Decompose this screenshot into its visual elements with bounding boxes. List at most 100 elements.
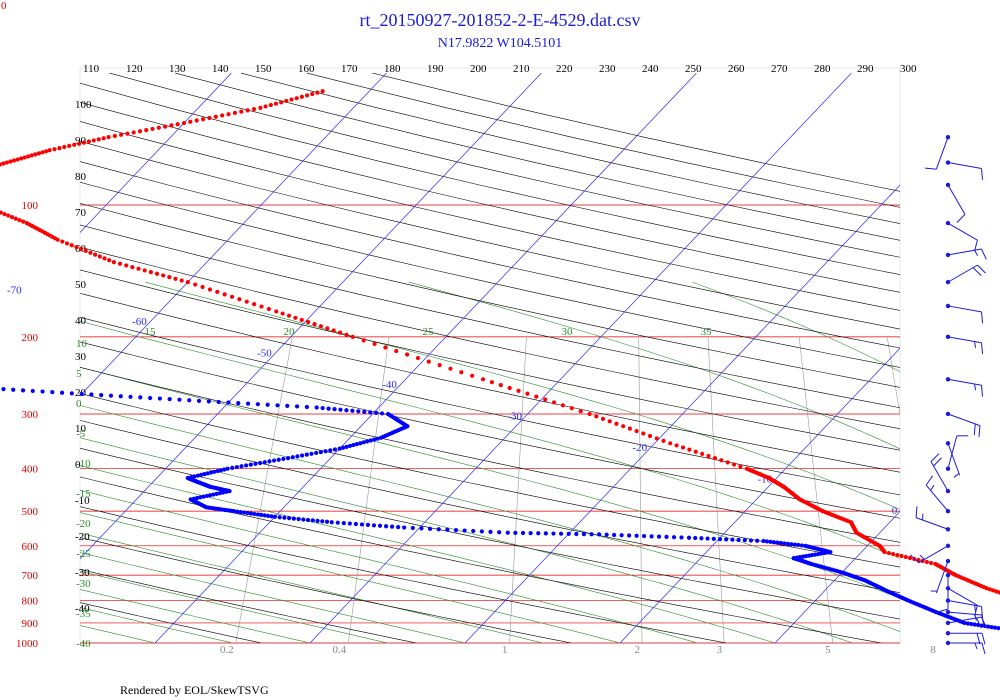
temperature-point	[188, 119, 193, 124]
temperature-point	[594, 414, 599, 419]
temperature-point	[15, 157, 20, 162]
wind-barb	[945, 182, 966, 223]
moist-adiabat-left-label: 5	[76, 368, 82, 380]
dewpoint-point	[359, 522, 365, 527]
temperature-point	[274, 309, 279, 314]
theta-left-label: 0	[75, 459, 81, 471]
temperature-point	[181, 120, 187, 126]
dewpoint-point	[764, 539, 769, 544]
theta-top-label: 280	[814, 63, 831, 75]
temperature-point	[245, 108, 250, 113]
temperature-point	[299, 94, 304, 99]
dry-adiabat-line	[306, 72, 900, 208]
theta-top-label: 250	[685, 63, 702, 75]
temperature-point	[2, 211, 7, 217]
temperature-point	[306, 319, 311, 325]
dewpoint-point	[699, 536, 704, 541]
temperature-point	[415, 355, 421, 361]
theta-left-label: 40	[75, 315, 87, 327]
temperature-point	[119, 132, 124, 137]
wind-barb-flag	[980, 168, 984, 180]
temperature-point	[331, 328, 336, 333]
theta-left-label: 90	[75, 135, 87, 147]
wind-barb-flag	[980, 385, 984, 397]
dewpoint-point	[252, 511, 257, 517]
moist-adiabat-left-label: -25	[76, 548, 91, 560]
temperature-point	[251, 106, 257, 112]
dewpoint-point	[314, 450, 319, 456]
temperature-point	[200, 117, 206, 122]
dry-adiabat-line	[80, 366, 900, 543]
temperature-point	[6, 213, 11, 218]
dewpoint-point	[226, 400, 231, 405]
theta-left-label: 80	[75, 171, 87, 183]
moist-adiabat-left-label: -30	[76, 578, 91, 590]
dewpoint-point	[314, 405, 319, 410]
temperature-point	[124, 263, 129, 268]
moist-adiabat-lines	[80, 281, 900, 643]
wind-barb-shaft	[947, 587, 978, 606]
mixing-ratio-line	[798, 336, 833, 643]
dewpoint-point	[300, 453, 305, 458]
temperature-point	[148, 270, 153, 275]
wind-barb-flag	[977, 264, 986, 274]
temperature-point	[318, 324, 324, 329]
dry-adiabat-line	[240, 72, 900, 224]
dewpoint-point	[543, 531, 548, 536]
dry-adiabat-line	[109, 72, 900, 258]
temperature-point	[437, 363, 442, 368]
dewpoint-point	[225, 466, 230, 471]
temperature-point	[899, 553, 904, 559]
dry-adiabat-line	[80, 203, 900, 388]
dewpoint-point	[383, 524, 389, 529]
temperature-point	[886, 550, 891, 556]
temperature-point	[173, 276, 178, 281]
isotherm-label: -50	[257, 348, 272, 360]
wind-barb	[945, 264, 986, 285]
temperature-point	[994, 589, 999, 594]
temperature-point	[207, 115, 212, 121]
dewpoint-point	[305, 517, 311, 523]
pressure-tick-label: 500	[22, 506, 39, 518]
wind-barb-shaft	[947, 248, 982, 256]
dewpoint-point	[792, 542, 797, 547]
dewpoint-point	[803, 543, 808, 548]
wind-barb	[925, 475, 951, 514]
isotherm-lines	[80, 72, 900, 643]
dewpoint-point	[332, 407, 337, 412]
dewpoint-point	[218, 468, 224, 473]
temperature-point	[8, 159, 13, 164]
temperature-point	[990, 588, 996, 593]
temperature-point	[661, 438, 666, 443]
temperature-point	[220, 113, 225, 118]
dewpoint-point	[138, 395, 143, 400]
dry-adiabat-lines	[80, 72, 900, 643]
dewpoint-point	[259, 512, 264, 517]
dewpoint-point	[290, 455, 295, 460]
temperature-point	[76, 141, 82, 146]
dry-adiabat-line	[80, 316, 900, 496]
temperature-point	[237, 297, 242, 302]
wind-barb-half-flag	[974, 249, 979, 257]
dewpoint-point	[768, 539, 773, 544]
dewpoint-point	[239, 464, 244, 469]
pressure-tick-label: 600	[22, 541, 39, 553]
wind-barb-half-flag	[930, 484, 935, 491]
wind-barb-flag	[981, 248, 987, 260]
dewpoint-point	[589, 532, 594, 537]
temperature-point	[43, 149, 49, 154]
temperature-point	[33, 152, 38, 157]
moist-adiabat-top-label: 35	[701, 326, 713, 338]
temperature-point	[179, 278, 184, 283]
wind-barb	[930, 558, 951, 594]
temperature-point	[252, 302, 257, 307]
temperature-point	[232, 110, 238, 116]
mixing-ratio-label: 0.2	[220, 644, 234, 656]
temperature-point	[284, 98, 289, 104]
dewpoint-point	[276, 457, 281, 462]
temperature-point	[680, 445, 686, 450]
temperature-point	[83, 248, 88, 253]
wind-barb-shaft	[947, 443, 961, 476]
wind-barb-shaft	[935, 560, 949, 594]
wind-barb-flag	[973, 423, 976, 436]
